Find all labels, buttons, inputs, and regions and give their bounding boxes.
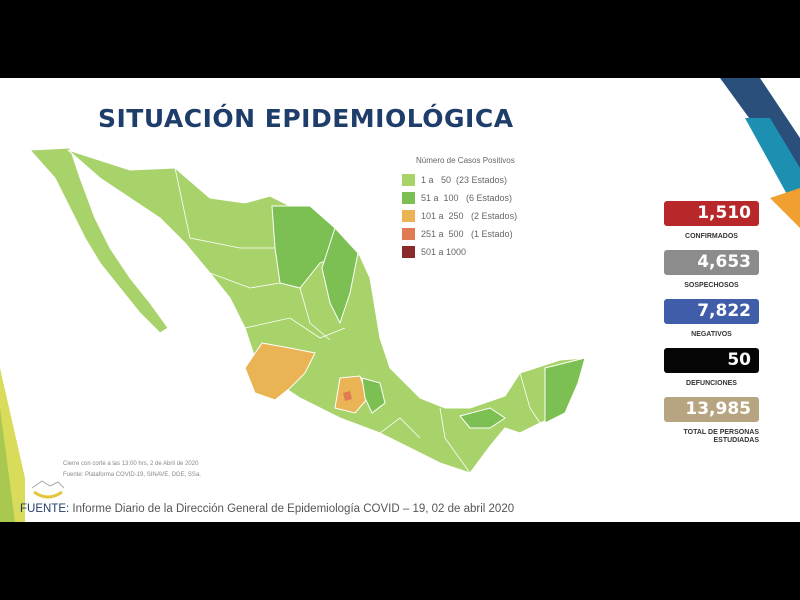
logo-icon	[31, 480, 65, 499]
map-coahuila	[271, 205, 346, 289]
stat-value-total: 13,985	[664, 397, 759, 422]
stat-value-confirmados: 1,510	[664, 201, 759, 226]
legend-label: 501 a 1000	[421, 247, 467, 257]
stat-label: NEGATIVOS	[691, 331, 732, 338]
legend-item: 51 a 100 (6 Estados)	[402, 189, 517, 207]
legend-item: 1 a 50 (23 Estados)	[402, 171, 517, 189]
map-cdmx	[343, 391, 352, 401]
decorative-stripes	[0, 78, 800, 522]
stat-label: TOTAL DE PERSONAS ESTUDIADAS	[683, 429, 759, 444]
legend-swatch	[402, 228, 415, 240]
stat-value-defunciones: 50	[664, 348, 759, 373]
page-title: SITUACIÓN EPIDEMIOLÓGICA	[98, 104, 514, 133]
map-baja-california	[28, 147, 169, 334]
legend-title: Número de Casos Positivos	[416, 156, 515, 165]
stat-label: CONFIRMADOS	[685, 233, 738, 240]
stats-panel: 1,510 CONFIRMADOS 4,653 SOSPECHOSOS 7,822 NEG…	[664, 201, 759, 454]
legend-swatch	[402, 246, 415, 258]
legend-label: 1 a 50 (23 Estados)	[421, 175, 508, 185]
stat-value-negativos: 7,822	[664, 299, 759, 324]
mexico-map	[28, 147, 586, 474]
slide: SITUACIÓN EPIDEMIOLÓGICA	[0, 78, 800, 522]
stat-value-sospechosos: 4,653	[664, 250, 759, 275]
legend-item: 251 a 500 (1 Estado)	[402, 225, 517, 243]
source-lead: FUENTE:	[20, 503, 70, 515]
stat-label: SOSPECHOSOS	[684, 282, 739, 289]
map-nuevo-leon	[321, 227, 359, 325]
map-quintana-roo	[544, 357, 586, 424]
map-legend: Número de Casos Positivos 1 a 50 (23 Est…	[402, 156, 517, 261]
note-cutoff: Cierre con corte a las 13:00 hrs, 2 de A…	[63, 461, 199, 467]
source-text: Informe Diario de la Dirección General d…	[69, 503, 515, 515]
legend-swatch	[402, 174, 415, 186]
legend-item: 501 a 1000	[402, 243, 517, 261]
source-footer: FUENTE: Informe Diario de la Dirección G…	[20, 503, 514, 515]
legend-item: 101 a 250 (2 Estados)	[402, 207, 517, 225]
legend-swatch	[402, 192, 415, 204]
map-puebla	[334, 375, 369, 414]
stat-label: DEFUNCIONES	[686, 380, 737, 387]
legend-swatch	[402, 210, 415, 222]
legend-label: 51 a 100 (6 Estados)	[421, 193, 513, 203]
legend-label: 251 a 500 (1 Estado)	[421, 229, 513, 239]
note-source: Fuente: Plataforma COVID-19, SINAVE, DGE…	[63, 472, 201, 478]
map-notes: Cierre con corte a las 13:00 hrs, 2 de A…	[63, 459, 201, 481]
map-tabasco	[459, 407, 506, 429]
legend-label: 101 a 250 (2 Estados)	[421, 211, 518, 221]
map-region-green	[361, 377, 386, 414]
map-jalisco	[244, 342, 316, 401]
